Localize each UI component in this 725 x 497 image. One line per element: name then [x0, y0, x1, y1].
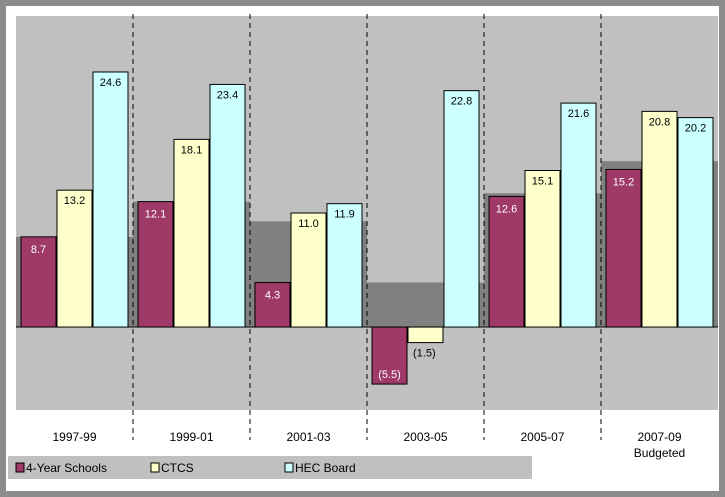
- legend-box: [8, 456, 532, 479]
- bar: [56, 189, 93, 328]
- bar: [371, 326, 408, 385]
- data-label: 21.6: [568, 108, 589, 120]
- data-label: 13.2: [64, 195, 85, 207]
- legend-label: 4-Year Schools: [26, 461, 107, 475]
- legend-label: HEC Board: [295, 461, 356, 475]
- data-label: 12.1: [145, 209, 166, 221]
- data-label: 11.0: [298, 218, 319, 230]
- data-label: 18.1: [181, 144, 202, 156]
- bar: [326, 203, 363, 328]
- bar: [443, 90, 480, 328]
- data-label: 15.2: [613, 176, 634, 188]
- data-label: (5.5): [378, 369, 401, 381]
- bar: [254, 281, 291, 328]
- data-label: 11.9: [334, 209, 355, 221]
- data-label: 12.6: [496, 203, 517, 215]
- bar: [209, 83, 246, 328]
- data-label: 20.8: [649, 116, 670, 128]
- bar: [173, 138, 210, 328]
- category-label: 1999-01: [169, 430, 213, 444]
- category-label: 2005-07: [520, 430, 564, 444]
- category-label: Budgeted: [634, 446, 685, 460]
- category-label: 2001-03: [286, 430, 330, 444]
- bar: [290, 212, 327, 328]
- category-label: 1997-99: [52, 430, 96, 444]
- bar: [137, 201, 174, 328]
- data-label: 20.2: [685, 123, 706, 135]
- bar: [20, 236, 57, 328]
- bar: [92, 71, 129, 328]
- bar: [488, 195, 525, 328]
- data-label: 22.8: [451, 96, 472, 108]
- data-label: 8.7: [31, 244, 46, 256]
- bar: [605, 168, 642, 328]
- data-label: (1.5): [413, 348, 436, 360]
- bar: [524, 169, 561, 328]
- bar: [641, 110, 678, 328]
- data-label: 15.1: [532, 175, 553, 187]
- bar: [560, 102, 597, 328]
- legend-label: CTCS: [161, 461, 194, 475]
- category-label: 2007-09: [637, 430, 681, 444]
- legend-swatch: [284, 462, 294, 473]
- legend-swatch: [15, 462, 25, 473]
- data-label: 24.6: [100, 77, 121, 89]
- bar: [407, 326, 444, 344]
- bar: [677, 117, 714, 328]
- data-label: 4.3: [265, 289, 280, 301]
- legend-swatch: [150, 462, 160, 473]
- category-label: 2003-05: [403, 430, 447, 444]
- data-label: 23.4: [217, 89, 238, 101]
